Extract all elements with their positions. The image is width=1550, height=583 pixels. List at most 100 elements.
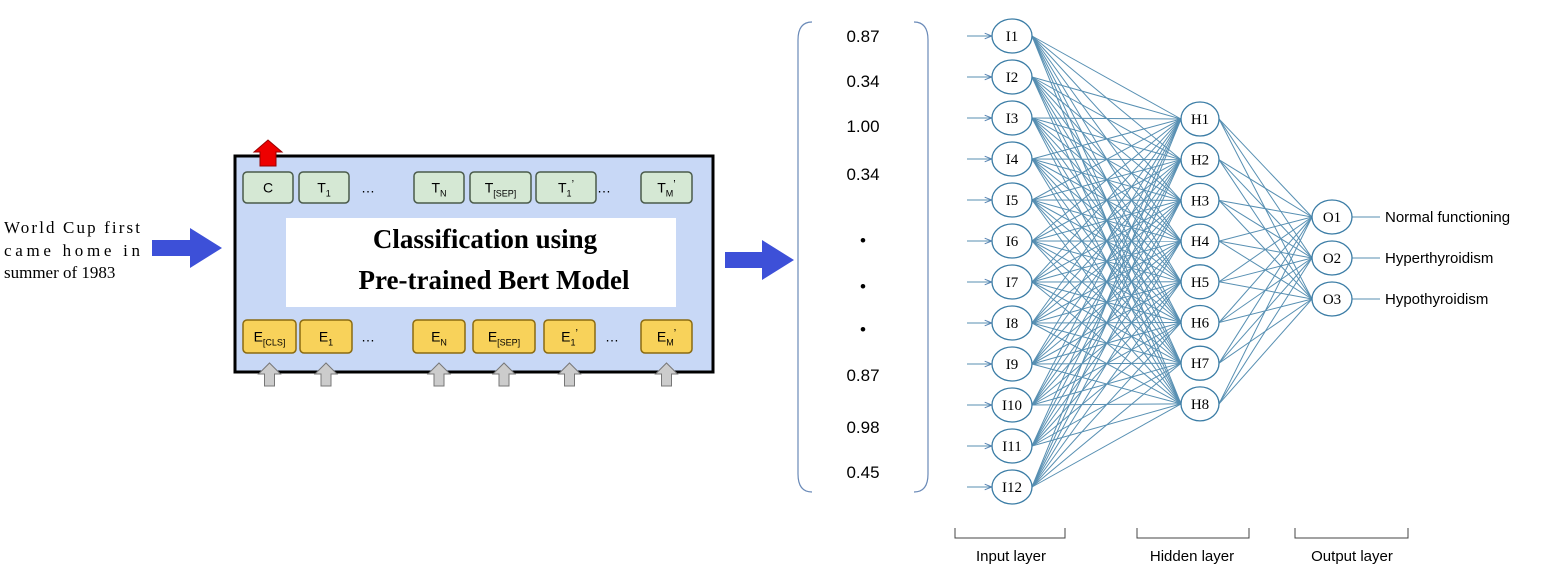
- token-sup: ’: [572, 179, 574, 191]
- node: [991, 141, 1033, 177]
- node-label: H1: [1191, 112, 1209, 128]
- input-text-line: World Cup first: [4, 218, 140, 237]
- node: [991, 182, 1033, 218]
- node-label: H3: [1191, 193, 1209, 209]
- node-label: O2: [1323, 251, 1341, 267]
- node-label: I7: [1006, 275, 1019, 291]
- edge: [1031, 118, 1182, 160]
- token-sub: N: [440, 189, 447, 199]
- token: …: [597, 180, 611, 196]
- token-box: [412, 319, 466, 354]
- edge: [1218, 257, 1313, 405]
- input-text: World Cup first came home in summer of 1…: [4, 218, 141, 282]
- node-label: I2: [1006, 70, 1019, 86]
- token-main: T: [431, 180, 440, 196]
- token: E[CLS]: [254, 329, 286, 348]
- token-box: [242, 319, 297, 354]
- edge: [1031, 76, 1182, 120]
- input-arrow: [654, 362, 679, 387]
- token-sub: N: [440, 338, 447, 348]
- vector-bracket: [797, 21, 813, 493]
- input-text-line: summer of 1983: [4, 263, 115, 282]
- token-main: E: [319, 329, 328, 345]
- token-sup: ’: [673, 179, 675, 191]
- node: [1180, 182, 1220, 219]
- node-label: H2: [1191, 153, 1209, 169]
- token-sub: M: [666, 189, 674, 199]
- bert-title: Classification using: [373, 224, 598, 254]
- node: [991, 346, 1033, 382]
- edge: [1031, 118, 1182, 447]
- token-box: [242, 171, 294, 204]
- edge: [1031, 118, 1182, 201]
- token-main: …: [605, 329, 619, 345]
- token-box: [299, 319, 353, 354]
- node: [1180, 345, 1220, 381]
- token-box: [413, 171, 465, 204]
- node: [991, 428, 1033, 464]
- brace: [1294, 528, 1409, 539]
- edge: [1218, 216, 1313, 283]
- edge: [1031, 403, 1182, 488]
- layer-label: Hidden layer: [1150, 548, 1234, 565]
- token-main: T: [558, 180, 567, 196]
- vector-value: 0.34: [846, 72, 879, 91]
- token-main: E: [488, 329, 497, 345]
- edge: [1031, 200, 1182, 488]
- node-label: O1: [1323, 210, 1341, 226]
- edge: [1031, 118, 1182, 406]
- token-main: …: [597, 180, 611, 196]
- token: E1’: [561, 328, 578, 348]
- token-sup: ’: [575, 328, 577, 340]
- token-sub: 1: [567, 189, 572, 199]
- layer-label: Input layer: [976, 548, 1046, 565]
- flow-arrow: [152, 228, 222, 268]
- input-arrow: [557, 362, 582, 387]
- token-box: [535, 171, 597, 204]
- vector-value: •: [860, 320, 866, 339]
- edge: [1218, 159, 1313, 218]
- node: [1180, 264, 1220, 300]
- edge: [1031, 118, 1182, 324]
- token: T[SEP]: [485, 180, 517, 199]
- node-label: I12: [1002, 480, 1022, 496]
- node-label: I8: [1006, 316, 1019, 332]
- vector-value: •: [860, 231, 866, 250]
- node: [991, 18, 1033, 54]
- edge: [1218, 216, 1313, 242]
- layer-braces: [954, 528, 1409, 539]
- node-label: I4: [1006, 152, 1019, 168]
- vector-value: 0.87: [846, 27, 879, 46]
- edge: [1218, 118, 1313, 218]
- token-sub: [CLS]: [263, 338, 286, 348]
- token-box: [469, 171, 532, 204]
- node: [1180, 101, 1220, 137]
- edge: [1218, 216, 1313, 364]
- token: TN: [431, 180, 446, 199]
- node-label: H4: [1191, 234, 1210, 250]
- node: [1180, 304, 1220, 341]
- node: [991, 387, 1033, 423]
- token-main: T: [657, 180, 666, 196]
- node: [1180, 223, 1220, 259]
- token-sup: ’: [674, 328, 676, 340]
- token-main: E: [254, 329, 263, 345]
- token-main: T: [485, 180, 494, 196]
- edge: [1031, 362, 1182, 488]
- vector-value: 0.87: [846, 366, 879, 385]
- node: [991, 223, 1033, 259]
- brace: [1136, 528, 1250, 539]
- node: [991, 469, 1033, 505]
- token-box: [298, 171, 350, 204]
- node: [991, 305, 1033, 341]
- node: [991, 264, 1033, 300]
- token: C: [263, 180, 273, 196]
- node-label: H7: [1191, 356, 1210, 372]
- node-label: H5: [1191, 275, 1209, 291]
- node-label: I5: [1006, 193, 1019, 209]
- token-box: [472, 319, 536, 354]
- token: T1: [317, 180, 331, 199]
- edge: [1031, 118, 1182, 242]
- node-label: H8: [1191, 397, 1209, 413]
